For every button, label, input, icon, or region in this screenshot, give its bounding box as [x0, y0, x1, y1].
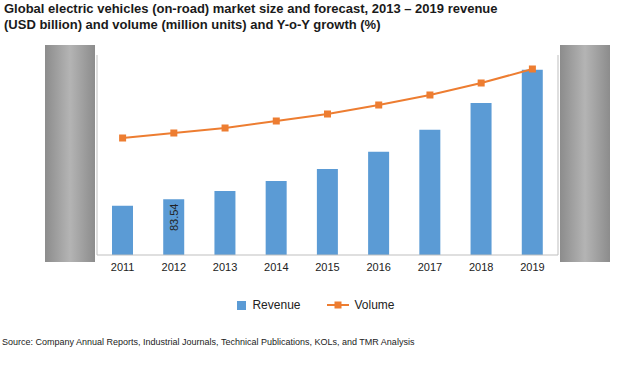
svg-text:2014: 2014 [264, 261, 288, 273]
svg-text:2015: 2015 [315, 261, 339, 273]
svg-text:83.54: 83.54 [168, 204, 180, 232]
svg-text:2012: 2012 [162, 261, 186, 273]
svg-text:2019: 2019 [520, 261, 544, 273]
svg-text:2018: 2018 [469, 261, 493, 273]
html-text:Revenue: Revenue [252, 298, 301, 312]
svg-text:2011: 2011 [111, 261, 135, 273]
html-text:Source: Company Annual Reports: Source: Company Annual Reports, Industri… [2, 337, 415, 347]
svg-text:2016: 2016 [366, 261, 390, 273]
svg-text:2017: 2017 [418, 261, 442, 273]
html-text:Global electric vehicles (on-r: Global electric vehicles (on-road) marke… [4, 1, 498, 32]
html-text:Volume: Volume [354, 298, 395, 312]
svg-text:2013: 2013 [213, 261, 237, 273]
